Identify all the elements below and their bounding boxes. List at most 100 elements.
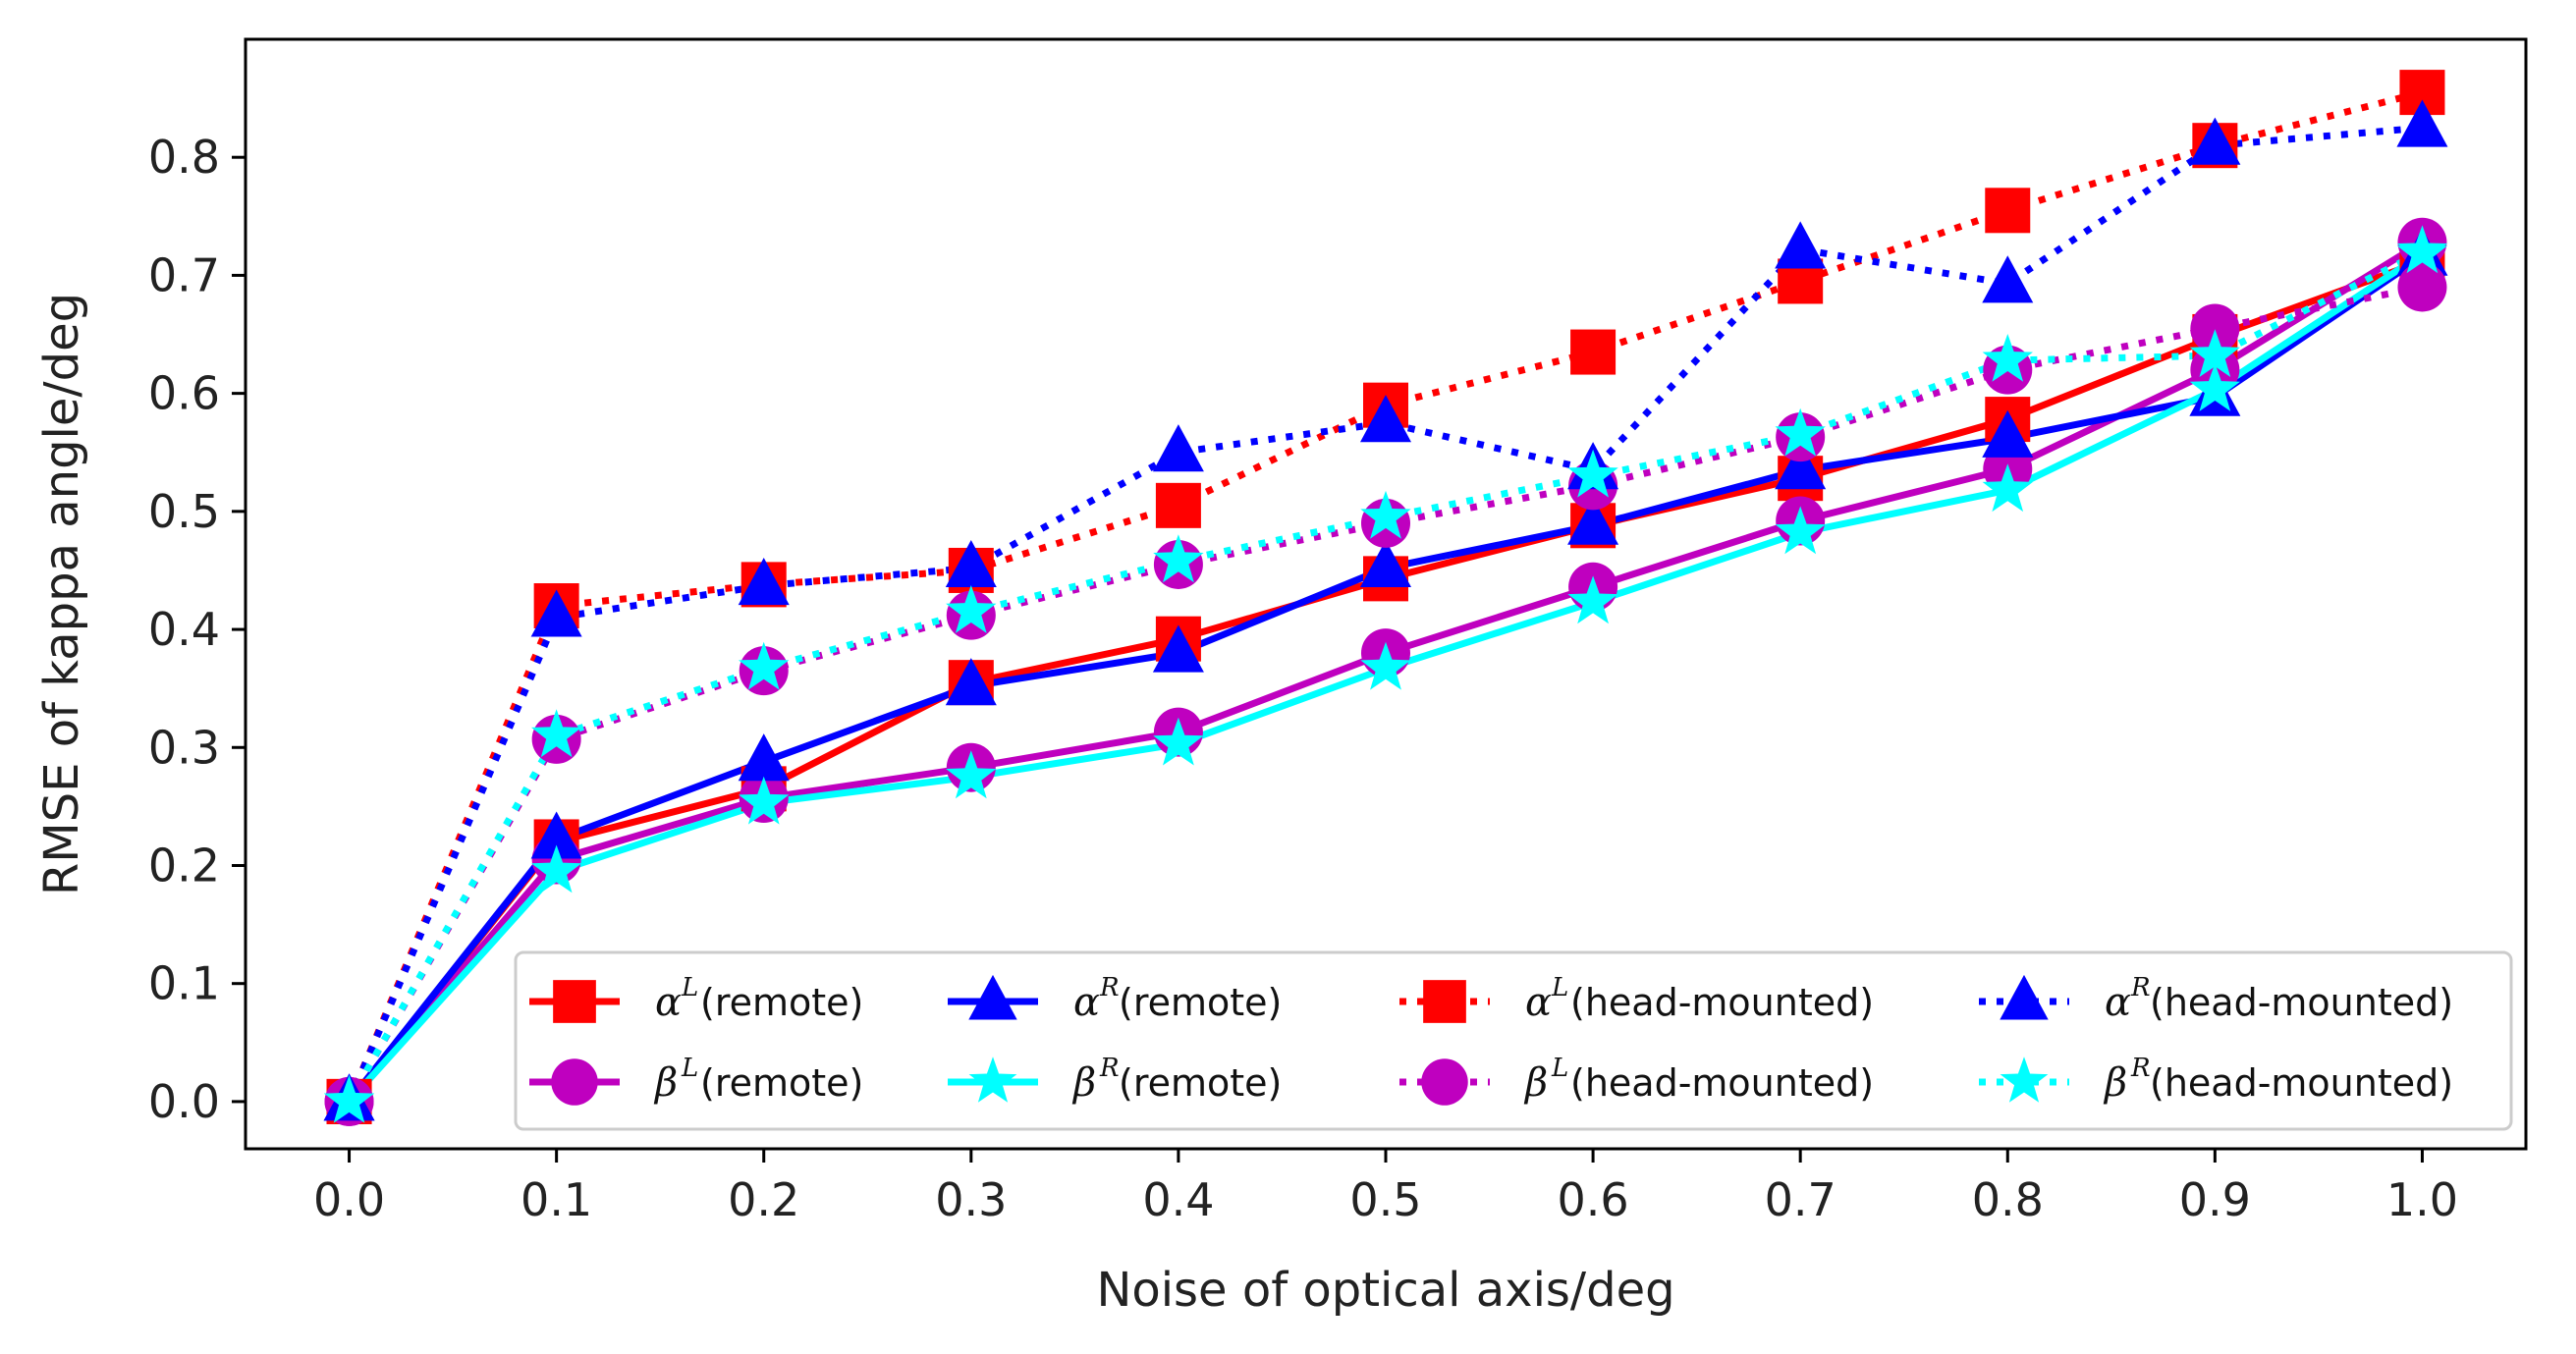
legend-label: (remote)	[700, 981, 863, 1024]
data-point-alphaL-head	[1570, 329, 1617, 375]
x-axis-label: Noise of optical axis/deg	[1096, 1263, 1674, 1318]
data-point-alphaR-head	[1360, 395, 1411, 443]
x-tick-label: 0.5	[1349, 1173, 1421, 1226]
y-tick-label: 0.2	[148, 839, 220, 892]
x-tick-label: 0.6	[1558, 1173, 1629, 1226]
legend-superscript: R	[1099, 1054, 1120, 1083]
y-tick-label: 0.8	[148, 131, 220, 184]
data-point-betaR-head	[2396, 225, 2448, 274]
legend-superscript: R	[2130, 1054, 2151, 1083]
data-point-betaR-head	[946, 585, 997, 633]
legend-symbol: α	[2105, 980, 2131, 1025]
legend-marker-alphaL-head	[1423, 980, 1466, 1023]
data-point-betaR-head	[1982, 334, 2033, 382]
data-point-betaR-remote	[1360, 641, 1411, 690]
legend: α L (remote) α R (remote) α L (head-mounted) α R (h…	[514, 950, 2513, 1131]
data-point-betaR-head	[1153, 534, 1204, 583]
legend-superscript: L	[1551, 973, 1568, 1002]
data-point-betaR-remote	[1982, 463, 2033, 513]
legend-superscript: L	[1551, 1054, 1568, 1083]
y-tick-label: 0.7	[148, 248, 220, 301]
x-tick-label: 0.4	[1142, 1173, 1214, 1226]
legend-marker-alphaR-remote	[968, 974, 1017, 1020]
data-point-alphaR-remote	[738, 733, 790, 782]
x-tick-label: 0.7	[1765, 1173, 1836, 1226]
legend-symbol: α	[1525, 980, 1552, 1025]
data-point-alphaR-remote	[1775, 442, 1827, 490]
legend-marker-betaR-remote	[968, 1056, 1017, 1103]
data-point-alphaR-remote	[1152, 624, 1204, 673]
legend-symbol: β	[1071, 1060, 1096, 1106]
legend-marker-alphaL-remote	[553, 980, 596, 1023]
data-point-alphaR-head	[738, 557, 790, 606]
data-point-alphaR-remote	[530, 811, 582, 859]
legend-marker-betaL-head	[1421, 1058, 1468, 1106]
x-tick-label: 0.8	[1972, 1173, 2044, 1226]
legend-superscript: R	[1099, 973, 1120, 1002]
x-tick-label: 0.0	[313, 1173, 385, 1226]
y-tick-label: 0.5	[148, 485, 220, 538]
legend-label: (head-mounted)	[1570, 981, 1874, 1024]
legend-item-alphaL-remote: α L (remote)	[529, 973, 863, 1025]
legend-label: (head-mounted)	[1570, 1061, 1874, 1105]
data-point-alphaR-head	[530, 589, 582, 637]
y-tick-label: 0.4	[148, 603, 220, 656]
legend-item-alphaR-head: α R (head-mounted)	[1979, 973, 2453, 1025]
legend-marker-betaL-remote	[551, 1058, 598, 1106]
data-point-betaR-remote	[1567, 575, 1618, 624]
data-point-betaR-remote	[739, 776, 790, 825]
data-point-alphaR-head	[2189, 117, 2241, 165]
legend-symbol: β	[653, 1060, 678, 1106]
x-tick-label: 0.9	[2179, 1173, 2251, 1226]
data-point-alphaR-head	[945, 539, 997, 588]
x-tick-label: 1.0	[2386, 1173, 2458, 1226]
legend-superscript: L	[681, 1054, 698, 1083]
data-point-betaR-remote	[531, 844, 582, 894]
legend-label: (head-mounted)	[2150, 981, 2453, 1024]
legend-label: (remote)	[1119, 981, 1282, 1024]
legend-label: (remote)	[700, 1061, 863, 1105]
x-axis: 0.0 0.1 0.2 0.3 0.4 0.5 0.6 0.7 0.8 0.9 1.0	[313, 1149, 2458, 1226]
data-point-betaL-head	[2190, 303, 2240, 353]
y-tick-label: 0.3	[148, 721, 220, 774]
legend-marker-alphaR-head	[2000, 974, 2049, 1020]
legend-item-betaL-remote: β L (remote)	[529, 1054, 863, 1106]
data-point-alphaR-head	[2396, 99, 2448, 147]
y-tick-label: 0.0	[148, 1075, 220, 1128]
y-tick-label: 0.1	[148, 957, 220, 1010]
data-point-alphaR-remote	[945, 658, 997, 706]
data-point-betaR-head	[1567, 449, 1618, 498]
data-point-betaR-head	[739, 641, 790, 690]
data-point-betaR-head	[1775, 407, 1826, 457]
legend-symbol: α	[1073, 980, 1100, 1025]
x-tick-label: 0.3	[935, 1173, 1007, 1226]
series-markers	[323, 70, 2448, 1126]
data-point-betaR-head	[1360, 490, 1411, 539]
legend-symbol: β	[2103, 1060, 2127, 1106]
data-point-alphaR-remote	[1360, 539, 1411, 588]
data-point-betaR-remote	[946, 750, 997, 799]
data-point-betaL-head	[2397, 262, 2447, 312]
legend-symbol: β	[1523, 1060, 1548, 1106]
data-point-betaR-remote	[1775, 506, 1826, 555]
data-point-betaR-head	[531, 709, 582, 758]
legend-marker-betaR-head	[2000, 1056, 2049, 1103]
legend-item-alphaL-head: α L (head-mounted)	[1399, 973, 1874, 1025]
data-point-alphaR-remote	[1567, 497, 1619, 545]
data-point-alphaL-head	[1155, 482, 1201, 528]
legend-item-alphaR-remote: α R (remote)	[948, 973, 1282, 1025]
data-point-alphaR-head	[1152, 424, 1204, 472]
data-point-alphaR-remote	[1982, 409, 2034, 458]
legend-item-betaR-head: β R (head-mounted)	[1979, 1054, 2453, 1106]
y-axis: 0.0 0.1 0.2 0.3 0.4 0.5 0.6 0.7 0.8	[148, 131, 246, 1128]
legend-superscript: R	[2130, 973, 2151, 1002]
x-tick-label: 0.2	[728, 1173, 799, 1226]
data-point-betaR-remote	[1153, 717, 1204, 766]
y-axis-label: RMSE of kappa angle/deg	[34, 293, 89, 895]
y-tick-label: 0.6	[148, 367, 220, 420]
data-point-alphaR-head	[1775, 221, 1827, 269]
legend-item-betaL-head: β L (head-mounted)	[1399, 1054, 1874, 1106]
data-point-alphaL-head	[1985, 188, 2031, 234]
